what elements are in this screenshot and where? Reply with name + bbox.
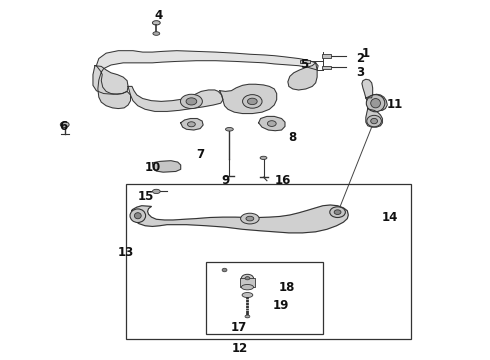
Ellipse shape [152, 189, 160, 194]
Polygon shape [93, 66, 128, 94]
Text: 3: 3 [356, 66, 364, 79]
Polygon shape [288, 63, 317, 90]
Text: 10: 10 [145, 161, 161, 174]
Text: 16: 16 [274, 174, 291, 186]
Ellipse shape [222, 268, 227, 272]
Ellipse shape [241, 213, 259, 224]
Text: 11: 11 [386, 99, 403, 112]
Ellipse shape [371, 99, 380, 108]
Text: 2: 2 [356, 52, 364, 65]
Ellipse shape [60, 122, 69, 127]
Polygon shape [98, 72, 130, 109]
Text: 17: 17 [230, 321, 247, 334]
Text: 15: 15 [138, 190, 154, 203]
Polygon shape [132, 205, 348, 233]
Ellipse shape [242, 293, 253, 297]
Ellipse shape [246, 216, 254, 221]
Ellipse shape [130, 209, 146, 222]
Bar [299, 60, 310, 63]
Text: 18: 18 [279, 282, 295, 294]
Text: 6: 6 [59, 120, 67, 133]
Polygon shape [366, 94, 387, 111]
Polygon shape [152, 161, 181, 172]
Ellipse shape [260, 156, 267, 159]
Polygon shape [259, 116, 285, 131]
Text: 1: 1 [362, 47, 370, 60]
Ellipse shape [152, 21, 160, 25]
Ellipse shape [188, 122, 196, 127]
Ellipse shape [245, 315, 250, 318]
Ellipse shape [153, 32, 160, 35]
Bar [322, 66, 331, 69]
Ellipse shape [180, 94, 202, 109]
Polygon shape [97, 51, 318, 72]
Ellipse shape [186, 98, 197, 105]
Text: 7: 7 [196, 148, 204, 162]
Ellipse shape [243, 95, 262, 108]
Text: 8: 8 [288, 131, 296, 144]
Text: 4: 4 [155, 9, 163, 22]
Ellipse shape [242, 284, 253, 290]
Ellipse shape [367, 115, 381, 127]
Ellipse shape [367, 95, 385, 112]
Text: 9: 9 [221, 174, 230, 186]
Bar [206, 262, 323, 334]
Text: 14: 14 [381, 211, 398, 224]
Polygon shape [128, 86, 223, 111]
Bar [322, 54, 331, 58]
Ellipse shape [245, 276, 250, 280]
Ellipse shape [334, 210, 341, 215]
Ellipse shape [268, 121, 276, 126]
Polygon shape [362, 79, 373, 98]
Bar [125, 184, 411, 339]
Ellipse shape [247, 98, 257, 105]
Polygon shape [366, 109, 382, 127]
Ellipse shape [330, 207, 345, 217]
Text: 12: 12 [232, 342, 248, 355]
Text: 19: 19 [272, 299, 289, 312]
Ellipse shape [134, 213, 141, 219]
Text: 5: 5 [300, 58, 308, 72]
Text: 13: 13 [117, 246, 134, 258]
Ellipse shape [371, 118, 377, 124]
Polygon shape [220, 84, 277, 113]
Ellipse shape [242, 274, 253, 282]
Bar [240, 278, 255, 287]
Polygon shape [181, 118, 203, 130]
Ellipse shape [225, 127, 233, 131]
